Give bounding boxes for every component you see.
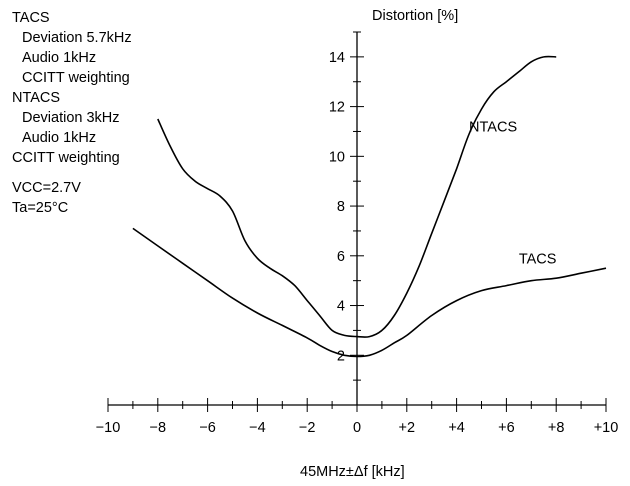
y-axis-label: Distortion [%]	[372, 8, 459, 24]
ta-condition: Ta=25°C	[12, 200, 69, 216]
y-tick-label: 10	[329, 149, 345, 165]
series-group	[132, 55, 607, 358]
x-tick-label: +8	[548, 420, 565, 436]
x-tick-label: −4	[249, 420, 266, 436]
y-tick-label: 12	[329, 100, 345, 116]
axes: −10 −8 −6 −4 −2 0 +2 +4 +6 +8 +10 2 4 6 8 10 12 14	[96, 31, 619, 436]
x-tick-label: +4	[448, 420, 465, 436]
x-tick-label: +10	[594, 420, 619, 436]
y-tick-label: 8	[337, 199, 345, 215]
x-axis-label: 45MHz±Δf [kHz]	[300, 464, 405, 480]
tacs-audio: Audio 1kHz	[22, 50, 97, 66]
x-tick-label: −2	[299, 420, 316, 436]
x-tick-label: +6	[498, 420, 515, 436]
conditions-notes: TACS Deviation 5.7kHz Audio 1kHz CCITT w…	[12, 8, 132, 218]
ntacs-deviation: Deviation 3kHz	[22, 110, 120, 126]
tacs-weighting: CCITT weighting	[22, 70, 130, 86]
tacs-deviation: Deviation 5.7kHz	[22, 30, 132, 46]
y-tick-label: 2	[337, 348, 345, 364]
annotations: NTACS TACS	[469, 119, 556, 267]
x-tick-label: −6	[199, 420, 216, 436]
x-tick-label: 0	[353, 420, 361, 436]
ntacs-audio: Audio 1kHz	[22, 130, 97, 146]
x-tick-label: −10	[96, 420, 121, 436]
y-tick-label: 14	[329, 50, 345, 66]
curve-label-tacs: TACS	[519, 251, 557, 267]
curve-label-ntacs: NTACS	[469, 119, 517, 135]
ntacs-header: NTACS	[12, 90, 61, 106]
x-tick-label: −8	[150, 420, 167, 436]
vcc-condition: VCC=2.7V	[12, 180, 81, 196]
ntacs-weighting: CCITT weighting	[12, 150, 120, 166]
series-line-tacs	[132, 227, 607, 358]
tacs-header: TACS	[12, 10, 50, 26]
y-tick-label: 6	[337, 249, 345, 265]
x-tick-label: +2	[399, 420, 416, 436]
series-line-ntacs	[157, 55, 557, 338]
y-tick-label: 4	[337, 299, 345, 315]
